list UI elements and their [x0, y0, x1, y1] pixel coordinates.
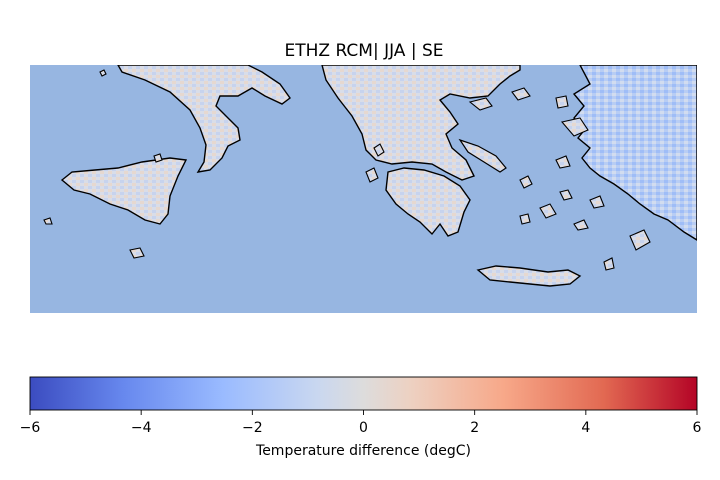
colorbar-tick-label: 4	[581, 420, 590, 436]
colorbar-label: Temperature difference (degC)	[255, 443, 471, 459]
colorbar-tick-label: −6	[20, 420, 41, 436]
colorbar-ticks: −6 −4 −2 0 2 4 6	[20, 410, 702, 436]
colorbar-tick-label: −2	[242, 420, 263, 436]
colorbar-tick-label: −4	[131, 420, 152, 436]
colorbar: −6 −4 −2 0 2 4 6 Temperature difference (degC)	[20, 377, 702, 459]
colorbar-tick-label: 2	[470, 420, 479, 436]
colorbar-tick-label: 0	[359, 420, 368, 436]
colorbar-tick-label: 6	[693, 420, 702, 436]
map-title: ETHZ RCM| JJA | SE	[284, 41, 443, 61]
colorbar-gradient	[30, 377, 697, 410]
map-panel	[30, 65, 697, 313]
